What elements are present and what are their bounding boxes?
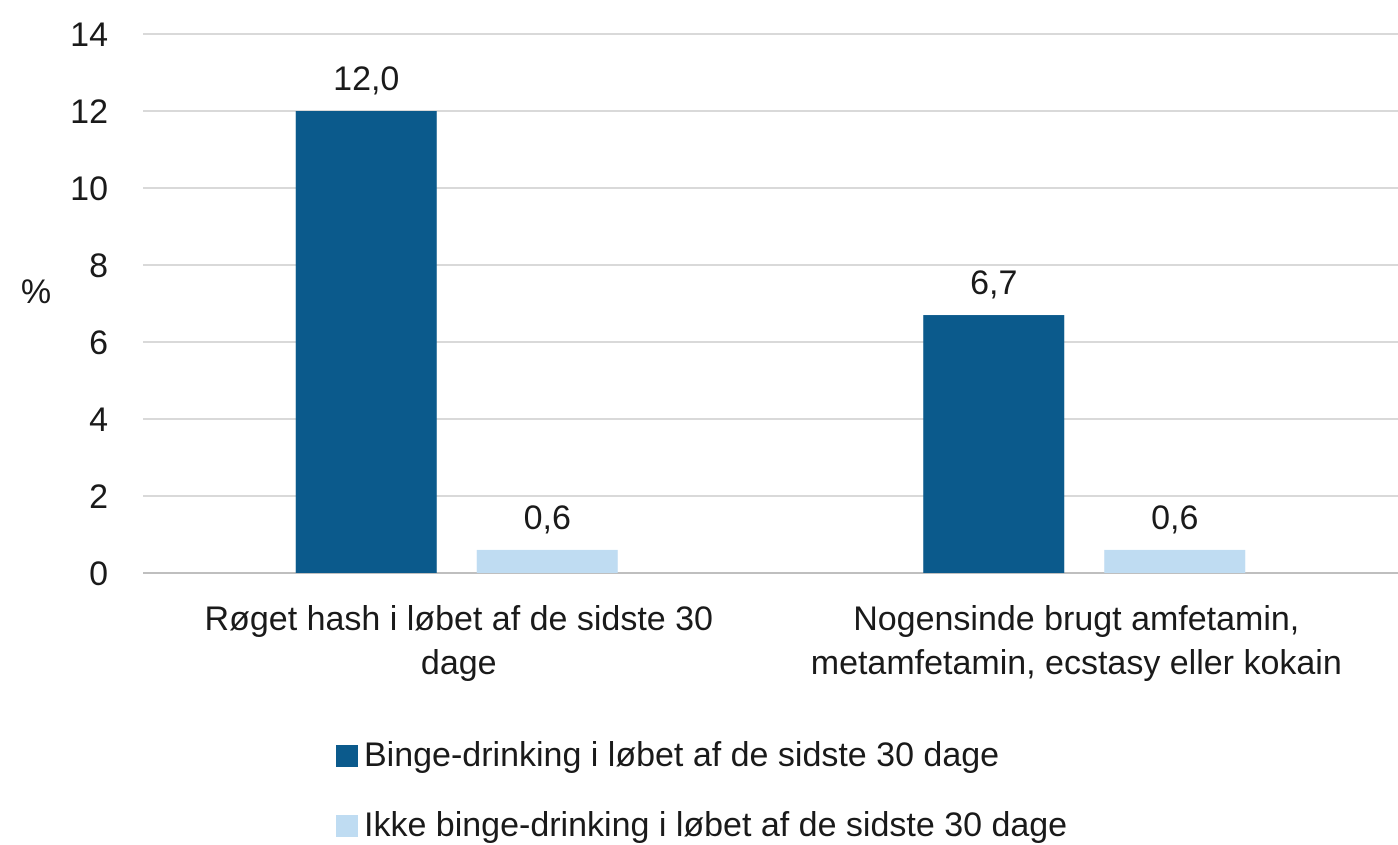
y-tick-label: 12: [70, 93, 108, 131]
data-label: 12,0: [333, 60, 399, 98]
y-axis-label: %: [21, 273, 51, 311]
data-label: 0,6: [1151, 499, 1198, 537]
bar-chart: 0 2 4 6 8 10 12 14% 12,0 0,6 Røget hash i løbet af…: [21, 16, 1398, 682]
y-tick-label: 4: [89, 401, 108, 439]
y-tick-label: 14: [70, 16, 108, 54]
y-tick-label: 2: [89, 478, 108, 516]
legend-item-binge: Binge-drinking i løbet af de sidste 30 d…: [336, 735, 999, 775]
legend-label-no-binge: Ikke binge-drinking i løbet af de sidste…: [364, 806, 1068, 844]
legend-swatch-binge: [336, 745, 358, 767]
x-tick-label: dage: [421, 644, 497, 682]
y-tick-label: 8: [89, 247, 108, 285]
bar: [476, 549, 618, 573]
bar: [295, 111, 437, 573]
legend-swatch-no-binge: [336, 815, 358, 837]
data-label: 6,7: [970, 264, 1017, 302]
y-tick-label: 10: [70, 170, 108, 208]
y-tick-label: 6: [89, 324, 108, 362]
y-tick-label: 0: [89, 555, 108, 593]
x-tick-label: Røget hash i løbet af de sidste 30: [205, 600, 713, 638]
data-label: 0,6: [524, 499, 571, 537]
bar: [923, 315, 1065, 573]
legend-item-no-binge: Ikke binge-drinking i løbet af de sidste…: [336, 805, 1067, 845]
bar: [1104, 549, 1246, 573]
x-tick-label: Nogensinde brugt amfetamin,: [853, 600, 1299, 638]
legend-label-binge: Binge-drinking i løbet af de sidste 30 d…: [364, 736, 1000, 774]
x-tick-label: metamfetamin, ecstasy eller kokain: [811, 644, 1342, 682]
